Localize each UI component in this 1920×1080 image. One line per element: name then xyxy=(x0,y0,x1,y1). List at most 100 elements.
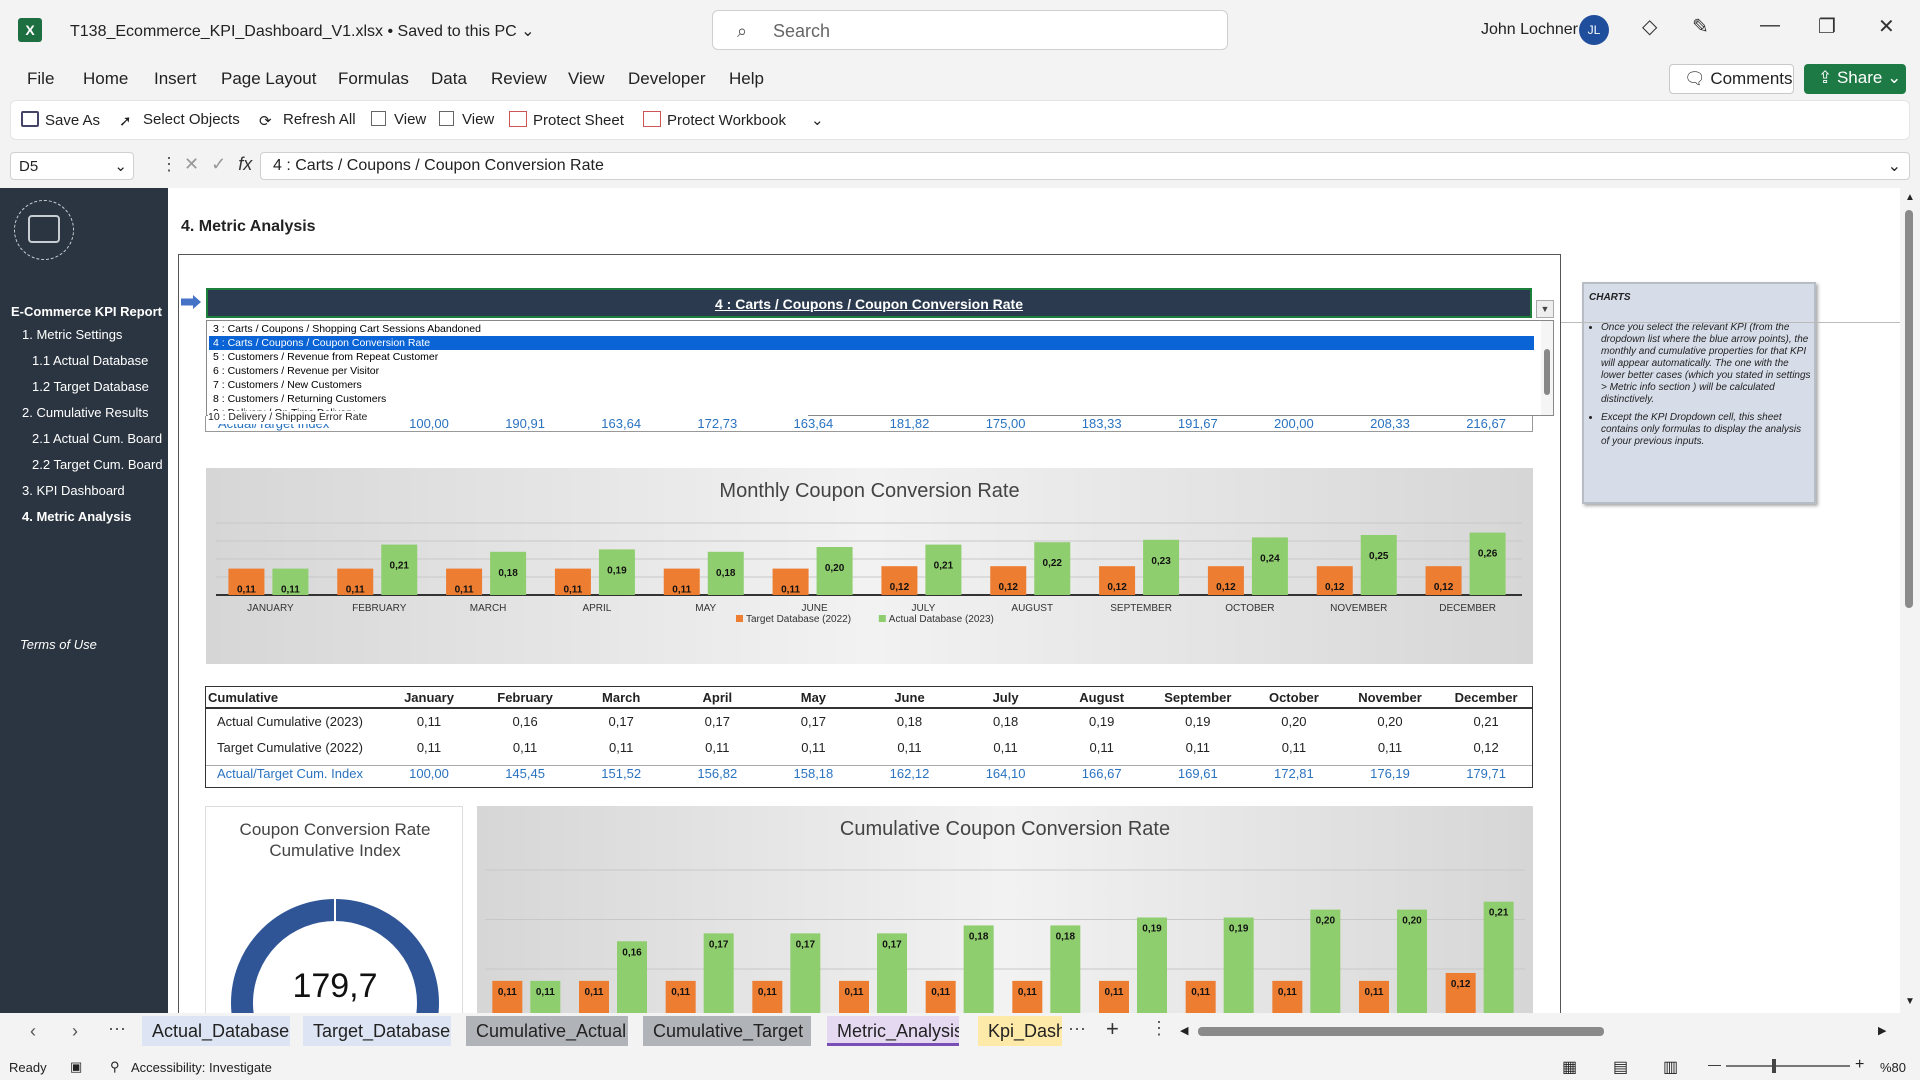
sidebar-item-kpi-dashboard[interactable]: 3. KPI Dashboard xyxy=(22,483,125,498)
vertical-scrollbar[interactable]: ▲ ▼ xyxy=(1900,188,1920,1013)
save-as-button[interactable]: Save As xyxy=(21,111,100,129)
bar[interactable] xyxy=(1359,980,1389,1013)
dropdown-option[interactable]: 3 : Carts / Coupons / Shopping Cart Sess… xyxy=(213,323,481,335)
pen-icon[interactable]: ✎ xyxy=(1692,16,1709,38)
formula-input[interactable]: 4 : Carts / Coupons / Coupon Conversion … xyxy=(260,152,1910,180)
comments-button[interactable]: 🗨 Comments xyxy=(1669,64,1794,94)
avatar[interactable]: JL xyxy=(1579,15,1609,45)
dropdown-option[interactable]: 6 : Customers / Revenue per Visitor xyxy=(213,365,380,377)
tab-actual-database[interactable]: Actual_Database xyxy=(142,1016,290,1046)
cumulative-chart[interactable]: Cumulative Coupon Conversion Rate 0,11 0,… xyxy=(477,806,1533,1013)
tab-metric-analysis[interactable]: Metric_Analysis xyxy=(827,1016,959,1046)
dropdown-option[interactable]: 7 : Customers / New Customers xyxy=(213,379,362,391)
bar[interactable] xyxy=(1185,980,1216,1013)
bar[interactable] xyxy=(272,568,309,595)
horizontal-scrollbar[interactable]: ◀ ▶ xyxy=(1180,1024,1890,1038)
document-title[interactable]: T138_Ecommerce_KPI_Dashboard_V1.xlsx • S… xyxy=(70,23,535,40)
bar[interactable] xyxy=(579,980,609,1013)
bar[interactable] xyxy=(816,547,853,595)
more-tabs-icon[interactable]: ⋯ xyxy=(108,1019,126,1039)
diamond-icon[interactable]: ◇ xyxy=(1642,16,1658,38)
chevron-down-icon[interactable]: ▼ xyxy=(1536,300,1554,318)
share-button[interactable]: ⇪ Share ⌄ xyxy=(1804,64,1906,94)
tab-kpi-dash[interactable]: Kpi_Dash xyxy=(978,1016,1062,1046)
bar[interactable] xyxy=(1012,980,1043,1013)
refresh-all-button[interactable]: ⟳ Refresh All xyxy=(259,111,356,130)
charts-note[interactable]: CHARTS Once you select the relevant KPI … xyxy=(1582,282,1816,504)
dropdown-option[interactable]: 5 : Customers / Revenue from Repeat Cust… xyxy=(213,351,439,363)
bar[interactable] xyxy=(228,568,265,595)
bar[interactable] xyxy=(990,566,1027,595)
bar[interactable] xyxy=(598,549,635,595)
menu-help[interactable]: Help xyxy=(729,69,764,88)
view-checkbox-1[interactable]: View xyxy=(371,111,426,128)
dropdown-scrollbar[interactable] xyxy=(1541,321,1553,415)
sheet-options-icon[interactable]: ⋮ xyxy=(1150,1018,1168,1038)
zoom-slider[interactable] xyxy=(1726,1059,1850,1073)
dropdown-option[interactable]: 10 : Delivery / Shipping Error Rate xyxy=(208,411,808,424)
bar[interactable] xyxy=(707,551,744,595)
name-box[interactable]: D5 ⌄ xyxy=(10,152,134,180)
zoom-in-icon[interactable]: + xyxy=(1855,1056,1865,1073)
bar[interactable] xyxy=(1316,566,1353,595)
cancel-icon[interactable]: ✕ xyxy=(184,154,200,174)
scrollbar-thumb[interactable] xyxy=(1544,349,1550,395)
dropdown-option[interactable]: 8 : Customers / Returning Customers xyxy=(213,393,387,405)
menu-review[interactable]: Review xyxy=(491,69,547,88)
zoom-out-icon[interactable]: — xyxy=(1708,1057,1721,1072)
accessibility-icon[interactable]: ⚲ xyxy=(110,1059,120,1074)
bar[interactable] xyxy=(530,980,561,1013)
bar[interactable] xyxy=(617,941,647,1013)
restore-icon[interactable]: ❐ xyxy=(1818,16,1836,38)
add-sheet-icon[interactable]: + xyxy=(1106,1016,1119,1041)
bar[interactable] xyxy=(1445,972,1476,1013)
bar[interactable] xyxy=(337,568,374,595)
sidebar-item-actual-cum-board[interactable]: 2.1 Actual Cum. Board xyxy=(32,431,163,446)
scrollbar-thumb[interactable] xyxy=(1198,1027,1604,1036)
bar[interactable] xyxy=(1425,566,1462,595)
search-box[interactable]: ⌕ Search xyxy=(712,10,1228,50)
bar[interactable] xyxy=(1469,532,1506,595)
page-break-icon[interactable]: ▥ xyxy=(1663,1059,1679,1076)
sidebar-item-target-database[interactable]: 1.2 Target Database xyxy=(32,379,149,394)
kpi-dropdown[interactable]: 4 : Carts / Coupons / Coupon Conversion … xyxy=(206,288,1532,318)
bar[interactable] xyxy=(1099,980,1129,1013)
bar[interactable] xyxy=(925,544,962,595)
bar[interactable] xyxy=(1310,909,1341,1013)
bar[interactable] xyxy=(1272,980,1303,1013)
chevron-down-icon[interactable]: ⌄ xyxy=(1887,158,1901,175)
bar[interactable] xyxy=(703,933,734,1013)
close-icon[interactable]: ✕ xyxy=(1878,16,1895,38)
bar[interactable] xyxy=(1223,917,1254,1013)
bar[interactable] xyxy=(446,568,483,595)
bar[interactable] xyxy=(1099,566,1136,595)
bar[interactable] xyxy=(963,925,994,1013)
accessibility-status[interactable]: Accessibility: Investigate xyxy=(131,1060,272,1075)
scroll-left-icon[interactable]: ◀ xyxy=(1180,1025,1189,1037)
sidebar-item-metric-analysis[interactable]: 4. Metric Analysis xyxy=(22,509,132,524)
customize-toolbar-icon[interactable]: ⌄ xyxy=(811,112,824,129)
menu-home[interactable]: Home xyxy=(83,69,129,88)
normal-view-icon[interactable]: ▦ xyxy=(1562,1059,1578,1076)
bar[interactable] xyxy=(1360,535,1397,595)
bar[interactable] xyxy=(752,980,783,1013)
bar[interactable] xyxy=(490,551,527,595)
tab-next-icon[interactable]: › xyxy=(72,1021,78,1041)
scroll-down-icon[interactable]: ▼ xyxy=(1905,996,1915,1007)
sidebar-item-actual-database[interactable]: 1.1 Actual Database xyxy=(32,353,149,368)
select-objects-button[interactable]: ➚ Select Objects xyxy=(119,111,240,130)
bar[interactable] xyxy=(1143,539,1180,595)
bar[interactable] xyxy=(925,980,956,1013)
zoom-slider-thumb[interactable] xyxy=(1772,1059,1776,1073)
bar[interactable] xyxy=(1251,537,1288,595)
menu-file[interactable]: File xyxy=(27,69,55,88)
more-icon[interactable]: ⋮ xyxy=(160,154,178,174)
worksheet[interactable]: E-Commerce KPI Report 1. Metric Settings… xyxy=(0,188,1900,1013)
bar[interactable] xyxy=(1050,925,1081,1013)
view-checkbox-2[interactable]: View xyxy=(439,111,494,128)
zoom-level[interactable]: %80 xyxy=(1880,1060,1907,1075)
protect-sheet-button[interactable]: Protect Sheet xyxy=(509,111,624,129)
bar[interactable] xyxy=(881,566,918,595)
bar[interactable] xyxy=(663,568,700,595)
bar[interactable] xyxy=(1207,566,1244,595)
